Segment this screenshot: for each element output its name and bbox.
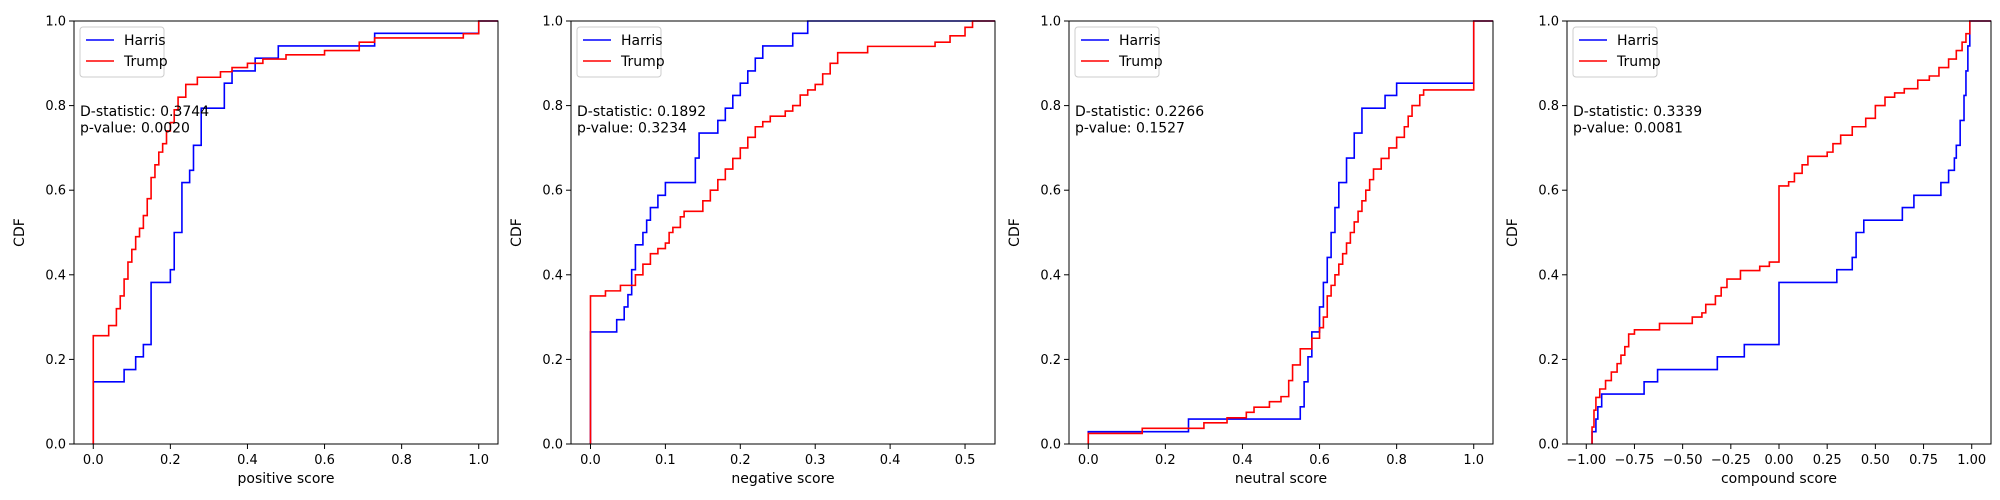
x-tick-label: 0.4 xyxy=(880,453,901,468)
x-tick-label: 0.75 xyxy=(1909,453,1938,468)
y-tick-label: 0.8 xyxy=(1538,99,1559,114)
x-tick-label: 0.2 xyxy=(160,453,181,468)
x-axis-label: compound score xyxy=(1721,471,1837,487)
y-axis-label: CDF xyxy=(509,218,525,247)
x-tick-label: 0.4 xyxy=(1232,453,1253,468)
axes-frame xyxy=(1068,20,1494,445)
y-tick-label: 0.0 xyxy=(45,438,66,453)
y-tick-label: 0.2 xyxy=(1040,353,1061,368)
x-tick-label: −1.00 xyxy=(1566,453,1606,468)
x-tick-label: 0.8 xyxy=(391,453,412,468)
y-axis-label: CDF xyxy=(12,218,28,247)
legend-label-harris: Harris xyxy=(124,33,166,49)
x-tick-label: 0.2 xyxy=(730,453,751,468)
cdf-line-harris xyxy=(589,20,995,444)
cdf-line-trump xyxy=(1591,20,1991,444)
x-tick-label: 0.6 xyxy=(314,453,335,468)
x-tick-label: 0.5 xyxy=(955,453,976,468)
y-tick-label: 0.4 xyxy=(1040,268,1061,283)
x-tick-label: 0.3 xyxy=(805,453,826,468)
legend-label-harris: Harris xyxy=(1119,33,1161,49)
y-tick-label: 0.8 xyxy=(542,99,563,114)
x-tick-label: 1.0 xyxy=(468,453,489,468)
cdf-line-trump xyxy=(589,20,995,444)
x-tick-label: −0.25 xyxy=(1711,453,1751,468)
legend-label-trump: Trump xyxy=(123,54,168,70)
y-axis-label: CDF xyxy=(1505,218,1521,247)
y-tick-label: 0.2 xyxy=(542,353,563,368)
x-tick-label: 0.0 xyxy=(1078,453,1099,468)
cdf-line-harris xyxy=(92,20,498,444)
y-tick-label: 0.6 xyxy=(542,184,563,199)
x-tick-label: 0.00 xyxy=(1765,453,1794,468)
y-tick-label: 0.6 xyxy=(1040,184,1061,199)
x-tick-label: 0.25 xyxy=(1813,453,1842,468)
p-value-text: p-value: 0.3234 xyxy=(577,121,687,137)
x-tick-label: 0.2 xyxy=(1155,453,1176,468)
p-value-text: p-value: 0.0081 xyxy=(1573,121,1683,137)
legend: Harris Trump xyxy=(79,26,168,78)
cdf-line-harris xyxy=(1087,20,1493,444)
subplot-compound: −1.00 −0.75 −0.50 −0.25 0.00 0.25 0.50 0.75 1.00… xyxy=(1505,15,1992,487)
x-tick-label: 1.00 xyxy=(1957,453,1986,468)
x-tick-label: 0.4 xyxy=(237,453,258,468)
x-tick-label: 1.0 xyxy=(1463,453,1484,468)
subplot-neutral: 0.0 0.2 0.4 0.6 0.8 1.0 0.0 0.2 0.4 0.6 0.8 1.0 neut… xyxy=(1007,15,1494,487)
y-tick-label: 0.4 xyxy=(45,268,66,283)
x-axis-label: negative score xyxy=(731,471,834,487)
legend-label-harris: Harris xyxy=(1617,33,1659,49)
subplot-negative: 0.0 0.1 0.2 0.3 0.4 0.5 0.0 0.2 0.4 0.6 0.8 1.0 nega… xyxy=(509,15,996,487)
x-tick-label: 0.50 xyxy=(1861,453,1890,468)
axes-frame xyxy=(73,20,499,445)
legend-label-harris: Harris xyxy=(621,33,663,49)
y-tick-label: 0.8 xyxy=(45,99,66,114)
legend-label-trump: Trump xyxy=(1616,54,1661,70)
y-tick-label: 0.0 xyxy=(1040,438,1061,453)
y-tick-label: 0.2 xyxy=(1538,353,1559,368)
x-tick-label: 0.0 xyxy=(83,453,104,468)
p-value-text: p-value: 0.1527 xyxy=(1075,121,1185,137)
legend-label-trump: Trump xyxy=(620,54,665,70)
cdf-line-trump xyxy=(1087,20,1493,444)
x-axis-label: neutral score xyxy=(1235,471,1327,487)
y-tick-label: 1.0 xyxy=(1538,15,1559,30)
y-tick-label: 0.8 xyxy=(1040,99,1061,114)
y-tick-label: 1.0 xyxy=(45,15,66,30)
y-tick-label: 0.4 xyxy=(1538,268,1559,283)
y-tick-label: 1.0 xyxy=(542,15,563,30)
y-tick-label: 0.4 xyxy=(542,268,563,283)
y-tick-label: 0.0 xyxy=(542,438,563,453)
legend-label-trump: Trump xyxy=(1118,54,1163,70)
legend: Harris Trump xyxy=(1572,26,1661,78)
x-tick-label: 0.6 xyxy=(1309,453,1330,468)
x-tick-label: −0.50 xyxy=(1663,453,1703,468)
y-tick-label: 1.0 xyxy=(1040,15,1061,30)
y-tick-label: 0.6 xyxy=(1538,184,1559,199)
x-tick-label: 0.8 xyxy=(1386,453,1407,468)
cdf-line-trump xyxy=(92,20,498,444)
x-tick-label: 0.0 xyxy=(580,453,601,468)
d-statistic-text: D-statistic: 0.3339 xyxy=(1573,104,1702,120)
cdf-line-harris xyxy=(1591,20,1991,444)
d-statistic-text: D-statistic: 0.3744 xyxy=(80,104,209,120)
legend: Harris Trump xyxy=(1074,26,1163,78)
y-tick-label: 0.2 xyxy=(45,353,66,368)
y-tick-label: 0.6 xyxy=(45,184,66,199)
p-value-text: p-value: 0.0020 xyxy=(80,121,190,137)
d-statistic-text: D-statistic: 0.2266 xyxy=(1075,104,1204,120)
x-tick-label: 0.1 xyxy=(655,453,676,468)
y-axis-label: CDF xyxy=(1007,218,1023,247)
axes-frame xyxy=(570,20,996,445)
x-tick-label: −0.75 xyxy=(1615,453,1655,468)
x-axis-label: positive score xyxy=(238,471,335,487)
y-tick-label: 0.0 xyxy=(1538,438,1559,453)
subplot-positive: 0.0 0.2 0.4 0.6 0.8 1.0 0.0 0.2 0.4 0.6 0.8 1.0 posi… xyxy=(12,15,499,487)
legend: Harris Trump xyxy=(576,26,665,78)
d-statistic-text: D-statistic: 0.1892 xyxy=(577,104,706,120)
